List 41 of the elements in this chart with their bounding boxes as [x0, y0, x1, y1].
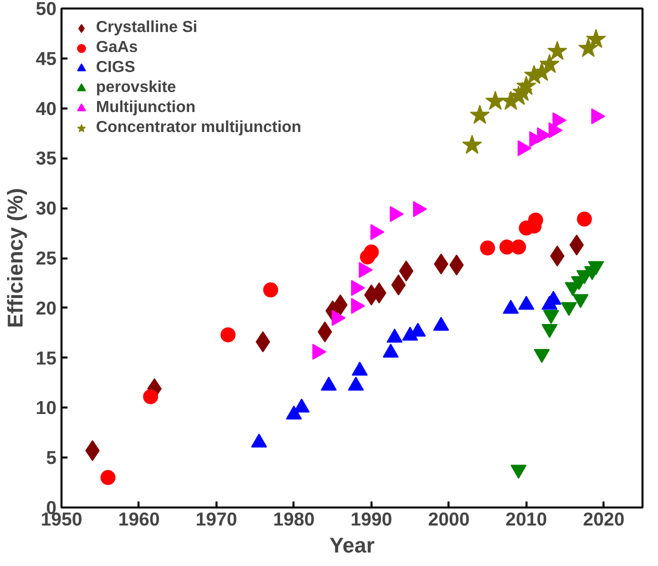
point — [143, 389, 158, 404]
point — [578, 38, 598, 58]
y-tick-label: 45 — [36, 48, 57, 69]
y-tick-label: 30 — [36, 198, 57, 219]
point — [470, 104, 490, 124]
point — [516, 76, 536, 95]
point — [586, 28, 606, 48]
point — [480, 240, 496, 256]
legend-label: Crystalline Si — [96, 19, 198, 37]
legend-label: Concentrator multijunction — [96, 119, 302, 137]
legend-label: GaAs — [96, 39, 138, 57]
point — [547, 40, 568, 60]
point — [263, 282, 278, 298]
y-tick-label: 15 — [36, 347, 57, 368]
x-tick-label: 1970 — [196, 508, 238, 530]
y-axis-title: Efficiency (%) — [4, 188, 28, 328]
x-tick-label: 2000 — [428, 508, 470, 530]
y-tick-label: 50 — [36, 0, 57, 19]
x-axis-title: Year — [329, 534, 375, 558]
x-tick-label: 1960 — [118, 508, 160, 530]
point — [364, 244, 379, 260]
point — [485, 90, 506, 110]
y-tick-label: 25 — [36, 248, 57, 268]
y-tick-label: 20 — [36, 297, 57, 318]
x-tick-label: 2020 — [583, 508, 625, 530]
legend-label: perovskite — [96, 79, 176, 97]
point — [100, 470, 116, 486]
y-tick-label: 5 — [46, 447, 57, 468]
point — [462, 134, 482, 154]
point — [220, 327, 236, 342]
x-tick-label: 1980 — [273, 508, 315, 530]
point — [540, 54, 560, 73]
legend-label: Multijunction — [96, 99, 196, 117]
legend-label: CIGS — [96, 59, 136, 77]
point — [511, 240, 526, 255]
point — [576, 212, 592, 227]
y-tick-label: 10 — [36, 397, 57, 418]
x-tick-label: 1990 — [350, 508, 392, 530]
y-tick-label: 35 — [36, 148, 57, 169]
y-tick-label: 40 — [36, 98, 57, 119]
x-tick-label: 2010 — [506, 508, 548, 530]
